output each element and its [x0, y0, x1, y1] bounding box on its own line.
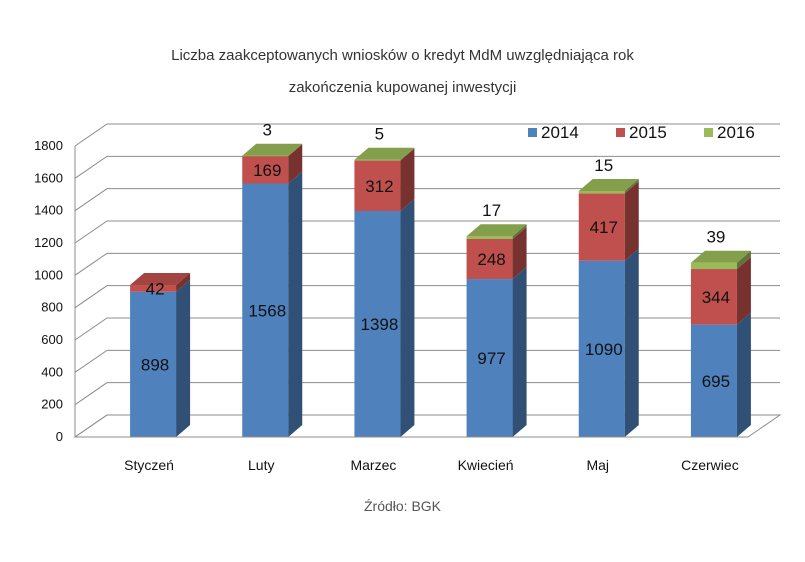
bar-side: [400, 147, 415, 161]
data-label: 15: [594, 156, 613, 175]
legend-label: 2016: [717, 123, 755, 142]
gridline: [74, 382, 780, 406]
data-label: 169: [253, 161, 281, 180]
bar-side: [736, 257, 751, 325]
legend: 2014 2015 2016: [528, 123, 755, 142]
x-category-label: Czerwiec: [681, 457, 739, 473]
legend-label: 2015: [629, 123, 667, 142]
y-tick-label: 1800: [34, 138, 63, 153]
bar-segment: [466, 279, 513, 437]
x-category-label: Marzec: [350, 457, 396, 473]
data-label: 344: [702, 288, 730, 307]
x-category-label: Kwiecień: [458, 457, 514, 473]
bar-side: [288, 144, 303, 184]
data-label: 39: [706, 228, 725, 247]
bar-segment: [690, 269, 737, 325]
bar-segment: [130, 291, 177, 437]
bar-side: [512, 226, 527, 280]
bar-top: [466, 224, 527, 237]
bar-side: [400, 198, 415, 437]
gridline: [74, 252, 780, 276]
bar-segment: [242, 155, 289, 157]
gridlines: [74, 123, 780, 438]
data-label: 977: [477, 349, 505, 368]
bar-segment: [690, 262, 737, 270]
bar-side: [736, 312, 751, 437]
gridline: [74, 414, 780, 438]
bar-segment: [578, 260, 625, 437]
y-axis: 0 200 400 600 800 1000 1200 1400 1600 1800: [34, 138, 76, 444]
gridline: [74, 317, 780, 341]
bar-segment: [354, 210, 401, 437]
data-labels: 898 42 1568 169 3 1398 312 5 977 248 17 1090 417 15 69…: [141, 121, 730, 391]
data-label: 1090: [585, 340, 623, 359]
y-tick-label: 0: [56, 429, 63, 444]
bar-top: [690, 250, 751, 263]
bar-segment: [242, 183, 289, 437]
y-tick-label: 400: [41, 364, 63, 379]
x-category-label: Luty: [248, 457, 274, 473]
chart-title-line-2: zakończenia kupowanej inwestycji: [288, 79, 517, 96]
source-note: Źródło: BGK: [363, 498, 442, 514]
bar-side: [736, 250, 751, 270]
bar-segment: [242, 156, 289, 184]
bar-segment: [354, 159, 401, 161]
bar-segment: [690, 324, 737, 437]
bar-segment: [578, 193, 625, 261]
bar-side: [624, 248, 639, 437]
data-label: 42: [146, 279, 165, 298]
bar-side: [512, 267, 527, 437]
bar-top: [354, 147, 415, 160]
bar-top: [130, 273, 191, 286]
gridline: [74, 123, 780, 147]
gridline: [74, 188, 780, 212]
data-label: 695: [702, 372, 730, 391]
bar-segment: [578, 190, 625, 194]
legend-swatch: [704, 128, 713, 137]
data-label: 312: [365, 177, 393, 196]
bar-segment: [354, 160, 401, 211]
bar-segment: [466, 236, 513, 239]
bar-segment: [130, 285, 177, 292]
y-tick-label: 1600: [34, 170, 63, 185]
bar-side: [176, 279, 191, 437]
bar-side: [624, 181, 639, 261]
data-label: 1568: [248, 301, 286, 320]
legend-swatch: [528, 128, 537, 137]
gridline: [74, 220, 780, 244]
bar-segment: [466, 238, 513, 280]
gridline: [74, 155, 780, 179]
bar-top: [578, 178, 639, 191]
y-tick-label: 1200: [34, 235, 63, 250]
y-tick-label: 200: [41, 397, 63, 412]
data-label: 3: [263, 121, 272, 140]
bar-side: [512, 224, 527, 239]
y-tick-label: 1000: [34, 267, 63, 282]
bar-side: [176, 273, 191, 292]
bar-side: [288, 171, 303, 438]
gridline: [74, 285, 780, 309]
data-label: 417: [590, 218, 618, 237]
bar-top: [242, 143, 303, 156]
x-category-label: Styczeń: [124, 457, 174, 473]
data-label: 248: [477, 250, 505, 269]
y-tick-label: 800: [41, 300, 63, 315]
bars: [130, 143, 751, 438]
data-label: 17: [482, 201, 501, 220]
bar-side: [288, 143, 303, 157]
x-category-label: Maj: [586, 457, 609, 473]
bar-side: [624, 178, 639, 194]
gridline: [74, 349, 780, 373]
x-axis: Styczeń Luty Marzec Kwiecień Maj Czerwiec: [75, 436, 748, 473]
legend-label: 2014: [541, 123, 579, 142]
legend-swatch: [616, 128, 625, 137]
y-tick-label: 600: [41, 332, 63, 347]
chart-title-line-1: Liczba zaakceptowanych wniosków o kredyt…: [171, 47, 634, 64]
data-label: 5: [375, 125, 384, 144]
data-label: 1398: [361, 315, 399, 334]
y-tick-label: 1400: [34, 203, 63, 218]
data-label: 898: [141, 355, 169, 374]
bar-side: [400, 148, 415, 211]
